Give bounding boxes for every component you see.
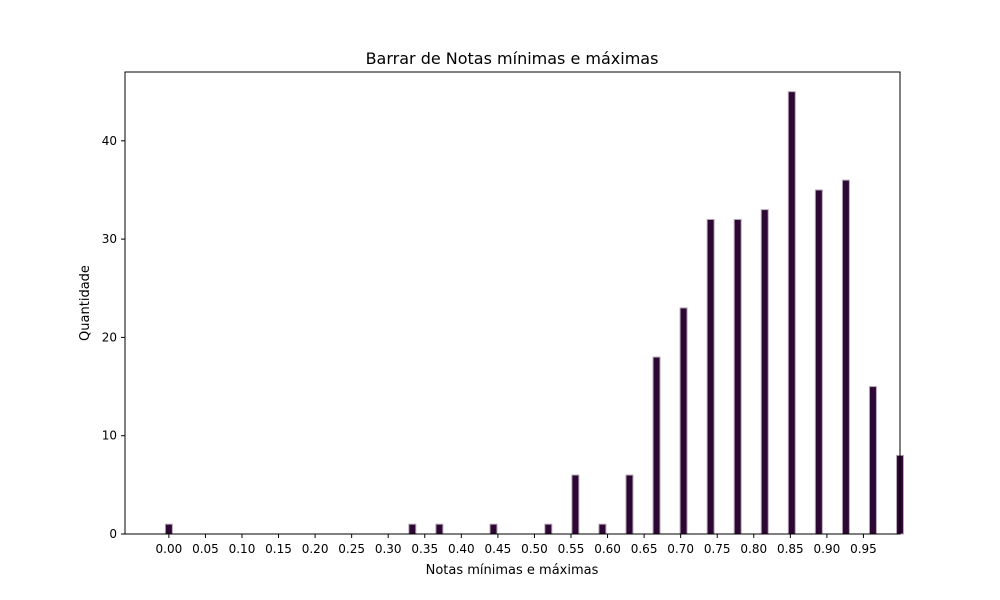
y-axis-label: Quantidade (78, 265, 93, 341)
x-tick-label: 0.65 (631, 542, 658, 556)
x-tick-label: 0.95 (850, 542, 877, 556)
chart-title: Barrar de Notas mínimas e máximas (366, 49, 659, 68)
x-tick-label: 0.75 (704, 542, 731, 556)
x-tick-label: 0.80 (740, 542, 767, 556)
x-tick-label: 0.35 (411, 542, 438, 556)
bar (814, 189, 823, 535)
x-tick-label: 0.50 (521, 542, 548, 556)
x-axis-label: Notas mínimas e máximas (426, 563, 599, 578)
bar (652, 356, 661, 535)
bars-group (164, 91, 904, 535)
bar (868, 386, 877, 535)
x-tick-label: 0.40 (448, 542, 475, 556)
y-tick-label: 0 (109, 527, 117, 541)
x-tick-label: 0.15 (265, 542, 292, 556)
x-tick-label: 0.10 (229, 542, 256, 556)
bar (489, 523, 498, 535)
y-axis-ticks: 0 10 20 30 40 (102, 134, 125, 541)
bar (544, 523, 553, 535)
y-tick-label: 30 (102, 232, 117, 246)
y-tick-label: 10 (102, 429, 117, 443)
bar (571, 474, 580, 535)
bar (679, 307, 688, 535)
bar (706, 218, 715, 535)
bar (760, 209, 769, 535)
x-tick-label: 0.30 (375, 542, 402, 556)
x-tick-label: 0.45 (485, 542, 512, 556)
x-tick-label: 0.90 (814, 542, 841, 556)
bar (598, 523, 607, 535)
x-tick-label: 0.00 (156, 542, 183, 556)
y-tick-label: 20 (102, 330, 117, 344)
x-tick-label: 0.25 (338, 542, 365, 556)
x-tick-label: 0.60 (594, 542, 621, 556)
bar (625, 474, 634, 535)
bar (787, 91, 796, 535)
x-tick-label: 0.70 (667, 542, 694, 556)
bar (164, 523, 173, 535)
bar (408, 523, 417, 535)
bar (733, 218, 742, 535)
bar (435, 523, 444, 535)
x-tick-label: 0.05 (192, 542, 219, 556)
x-tick-label: 0.55 (558, 542, 585, 556)
bar (841, 179, 850, 535)
plot-frame (124, 71, 901, 535)
x-tick-label: 0.85 (777, 542, 804, 556)
y-tick-label: 40 (102, 134, 117, 148)
x-axis-ticks: 0.00 0.05 0.10 0.15 0.20 0.25 0.30 0.35 0.40 0.45… (156, 534, 877, 556)
x-tick-label: 0.20 (302, 542, 329, 556)
